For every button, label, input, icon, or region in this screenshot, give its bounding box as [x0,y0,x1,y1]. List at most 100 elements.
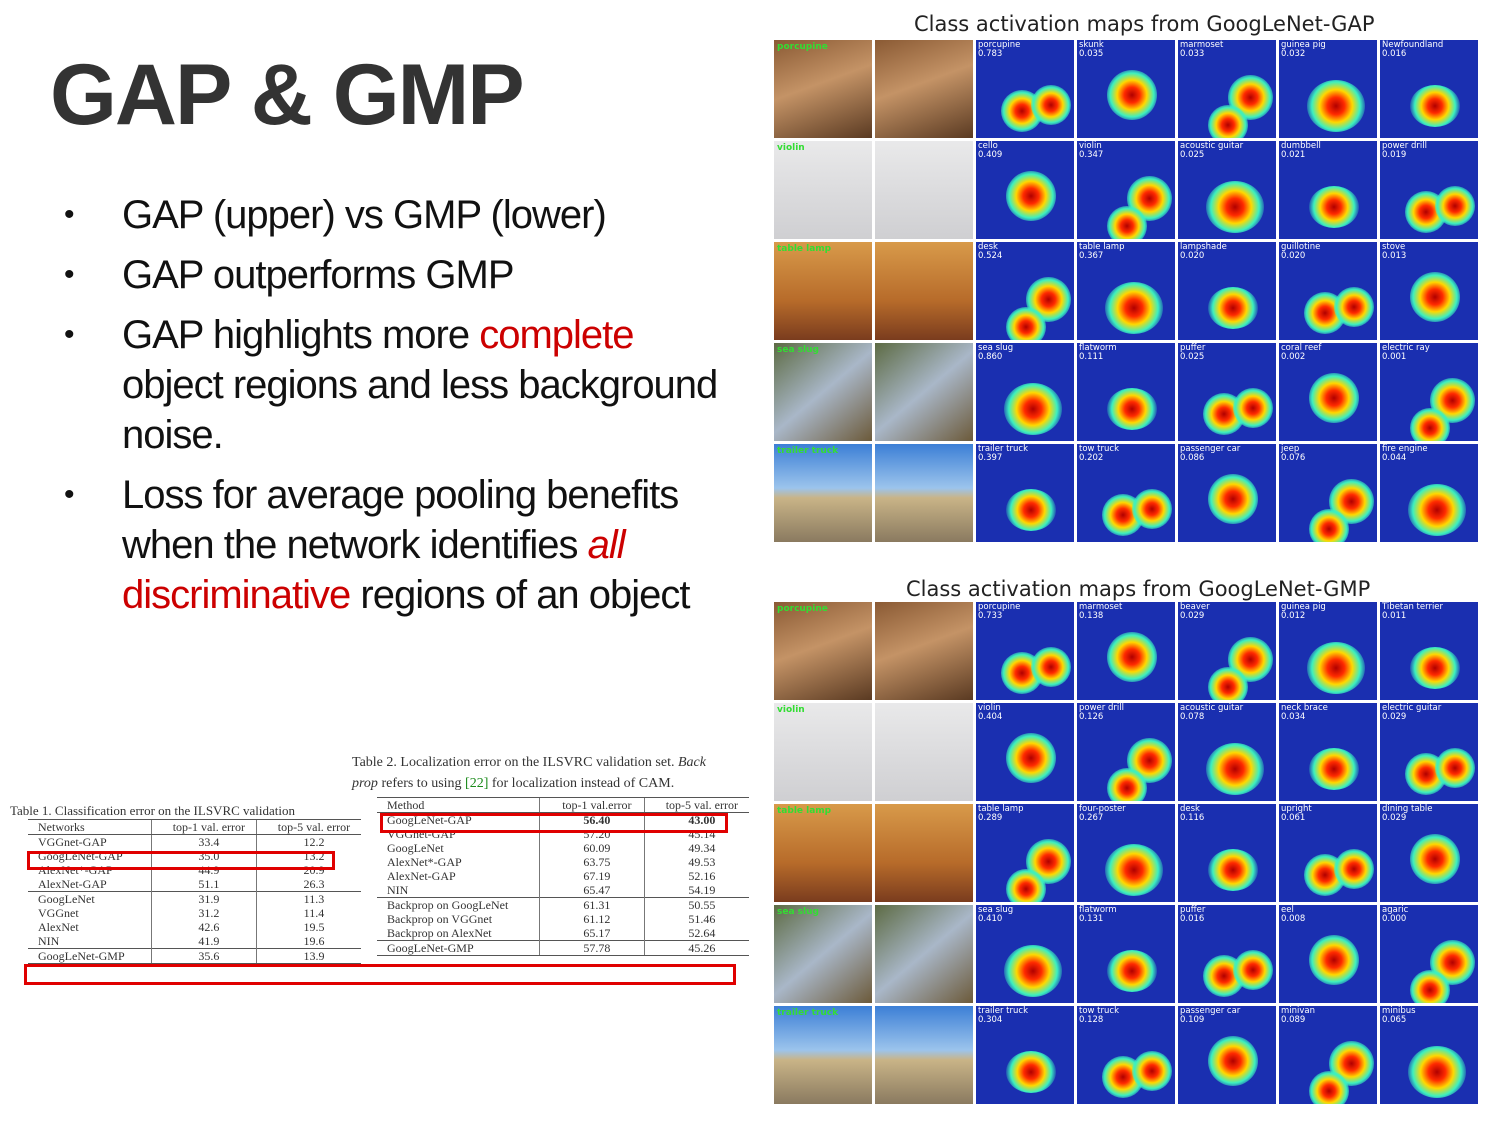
class-score: 0.012 [1281,611,1306,621]
table1-block: Table 1. Classification error on the ILS… [10,803,361,964]
input-image-tile: trailer truck [774,1006,872,1104]
table-header-cell: top-1 val. error [150,819,257,835]
cam-heatmap-tile: puffer 0.025 [1178,343,1276,441]
cam-heatmap-tile: jeep 0.076 [1279,444,1377,542]
cam-heatmap-tile: desk 0.524 [976,242,1074,340]
cam-heatmap-tile: flatworm 0.131 [1077,905,1175,1003]
class-name: power drill [1382,141,1427,151]
class-name: beaver [1180,602,1210,612]
table-cell: AlexNet*-GAP [38,863,113,877]
activation-blob [1132,1051,1172,1091]
class-name: guinea pig [1281,40,1326,50]
class-score: 0.000 [1382,914,1407,924]
cam-class-label: upright 0.061 [1281,805,1312,823]
gap-cam-grid: porcupine porcupine 0.783 skunk 0.035 marmose… [774,40,1478,542]
cam-heatmap-tile: tow truck 0.128 [1077,1006,1175,1104]
activation-blob [1410,647,1460,689]
table-header-cell: top-5 val. error [643,797,749,813]
table-cell: 43.00 [643,812,749,827]
class-score: 0.131 [1079,914,1104,924]
cam-heatmap-tile: passenger car 0.086 [1178,444,1276,542]
bullet-emphasis: discriminative [122,573,351,617]
activation-blob [1334,849,1374,889]
table-cell: 65.47 [539,883,645,898]
activation-blob [1435,186,1475,226]
class-score: 0.128 [1079,1015,1104,1025]
cam-class-label: beaver 0.029 [1180,603,1210,621]
table-row: NIN 41.9 19.6 [28,934,361,949]
class-name: passenger car [1180,1006,1241,1016]
ground-truth-label: violin [777,143,805,153]
table-cell: 19.5 [255,920,361,934]
table-cell: 31.2 [150,906,257,920]
ground-truth-label: trailer truck [777,1008,839,1018]
activation-blob [1006,733,1056,783]
input-image-copy-tile [875,444,973,542]
cam-heatmap-tile: beaver 0.029 [1178,602,1276,700]
class-score: 0.032 [1281,49,1306,59]
cam-heatmap-tile: dumbbell 0.021 [1279,141,1377,239]
class-score: 0.086 [1180,453,1205,463]
class-name: neck brace [1281,703,1328,713]
bullet-emphasis: complete [479,313,634,357]
cam-class-label: electric guitar 0.029 [1382,704,1441,722]
table-header-cell: top-5 val. error [255,819,361,835]
table-cell: 61.12 [539,912,645,926]
class-score: 0.021 [1281,150,1306,160]
citation-link[interactable]: [22] [465,776,489,791]
cam-class-label: flatworm 0.111 [1079,344,1117,362]
cam-class-label: eel 0.008 [1281,906,1305,924]
cam-class-label: dumbbell 0.021 [1281,142,1321,160]
class-score: 0.025 [1180,352,1205,362]
class-score: 0.065 [1382,1015,1407,1025]
class-score: 0.202 [1079,453,1104,463]
class-score: 0.126 [1079,712,1104,722]
class-score: 0.033 [1180,49,1205,59]
table-cell: 26.3 [255,877,361,892]
cam-heatmap-tile: trailer truck 0.397 [976,444,1074,542]
table2: Method top-1 val.error top-5 val. error Goo… [377,797,749,956]
cam-class-label: fire engine 0.044 [1382,445,1428,463]
gmp-panel-title: Class activation maps from GoogLeNet-GMP [906,577,1371,601]
input-image-tile: sea slug [774,905,872,1003]
table-cell: Backprop on AlexNet [387,926,492,940]
class-name: table lamp [1079,242,1125,252]
cam-heatmap-tile: passenger car 0.109 [1178,1006,1276,1104]
activation-blob [1107,70,1157,120]
input-image-copy-tile [875,242,973,340]
cam-heatmap-tile: coral reef 0.002 [1279,343,1377,441]
table-row: GoogLeNet 60.09 49.34 [377,841,749,855]
bullet-emphasis-italic: all [587,523,626,567]
class-name: fire engine [1382,444,1428,454]
cam-heatmap-tile: eel 0.008 [1279,905,1377,1003]
table-row: Backprop on VGGnet 61.12 51.46 [377,912,749,926]
cam-class-label: violin 0.347 [1079,142,1103,160]
class-name: guillotine [1281,242,1321,252]
activation-blob [1309,1071,1349,1104]
class-score: 0.035 [1079,49,1104,59]
input-image-tile: porcupine [774,602,872,700]
cam-heatmap-tile: trailer truck 0.304 [976,1006,1074,1104]
class-name: guinea pig [1281,602,1326,612]
activation-blob [1309,935,1359,985]
activation-blob [1435,748,1475,788]
activation-blob [1107,950,1157,992]
class-name: skunk [1079,40,1104,50]
table-cell: 52.16 [643,869,749,883]
table-row: GoogLeNet-GMP 35.6 13.9 [28,948,361,964]
table-header-row: Networks top-1 val. error top-5 val. error [28,819,361,835]
class-name: table lamp [978,804,1024,814]
cam-heatmap-tile: electric guitar 0.029 [1380,703,1478,801]
class-score: 0.524 [978,251,1003,261]
gap-panel-title: Class activation maps from GoogLeNet-GAP [914,12,1375,36]
ground-truth-label: trailer truck [777,446,839,456]
table-cell: 67.19 [539,869,645,883]
cam-class-label: four-poster 0.267 [1079,805,1126,823]
class-name: trailer truck [978,444,1028,454]
table-cell: GoogLeNet-GMP [377,940,540,956]
table-cell: 13.9 [255,948,361,964]
activation-blob [1410,834,1460,884]
table2-caption: Table 2. Localization error on the ILSVR… [352,752,764,794]
class-score: 0.011 [1382,611,1407,621]
cam-class-label: puffer 0.025 [1180,344,1205,362]
